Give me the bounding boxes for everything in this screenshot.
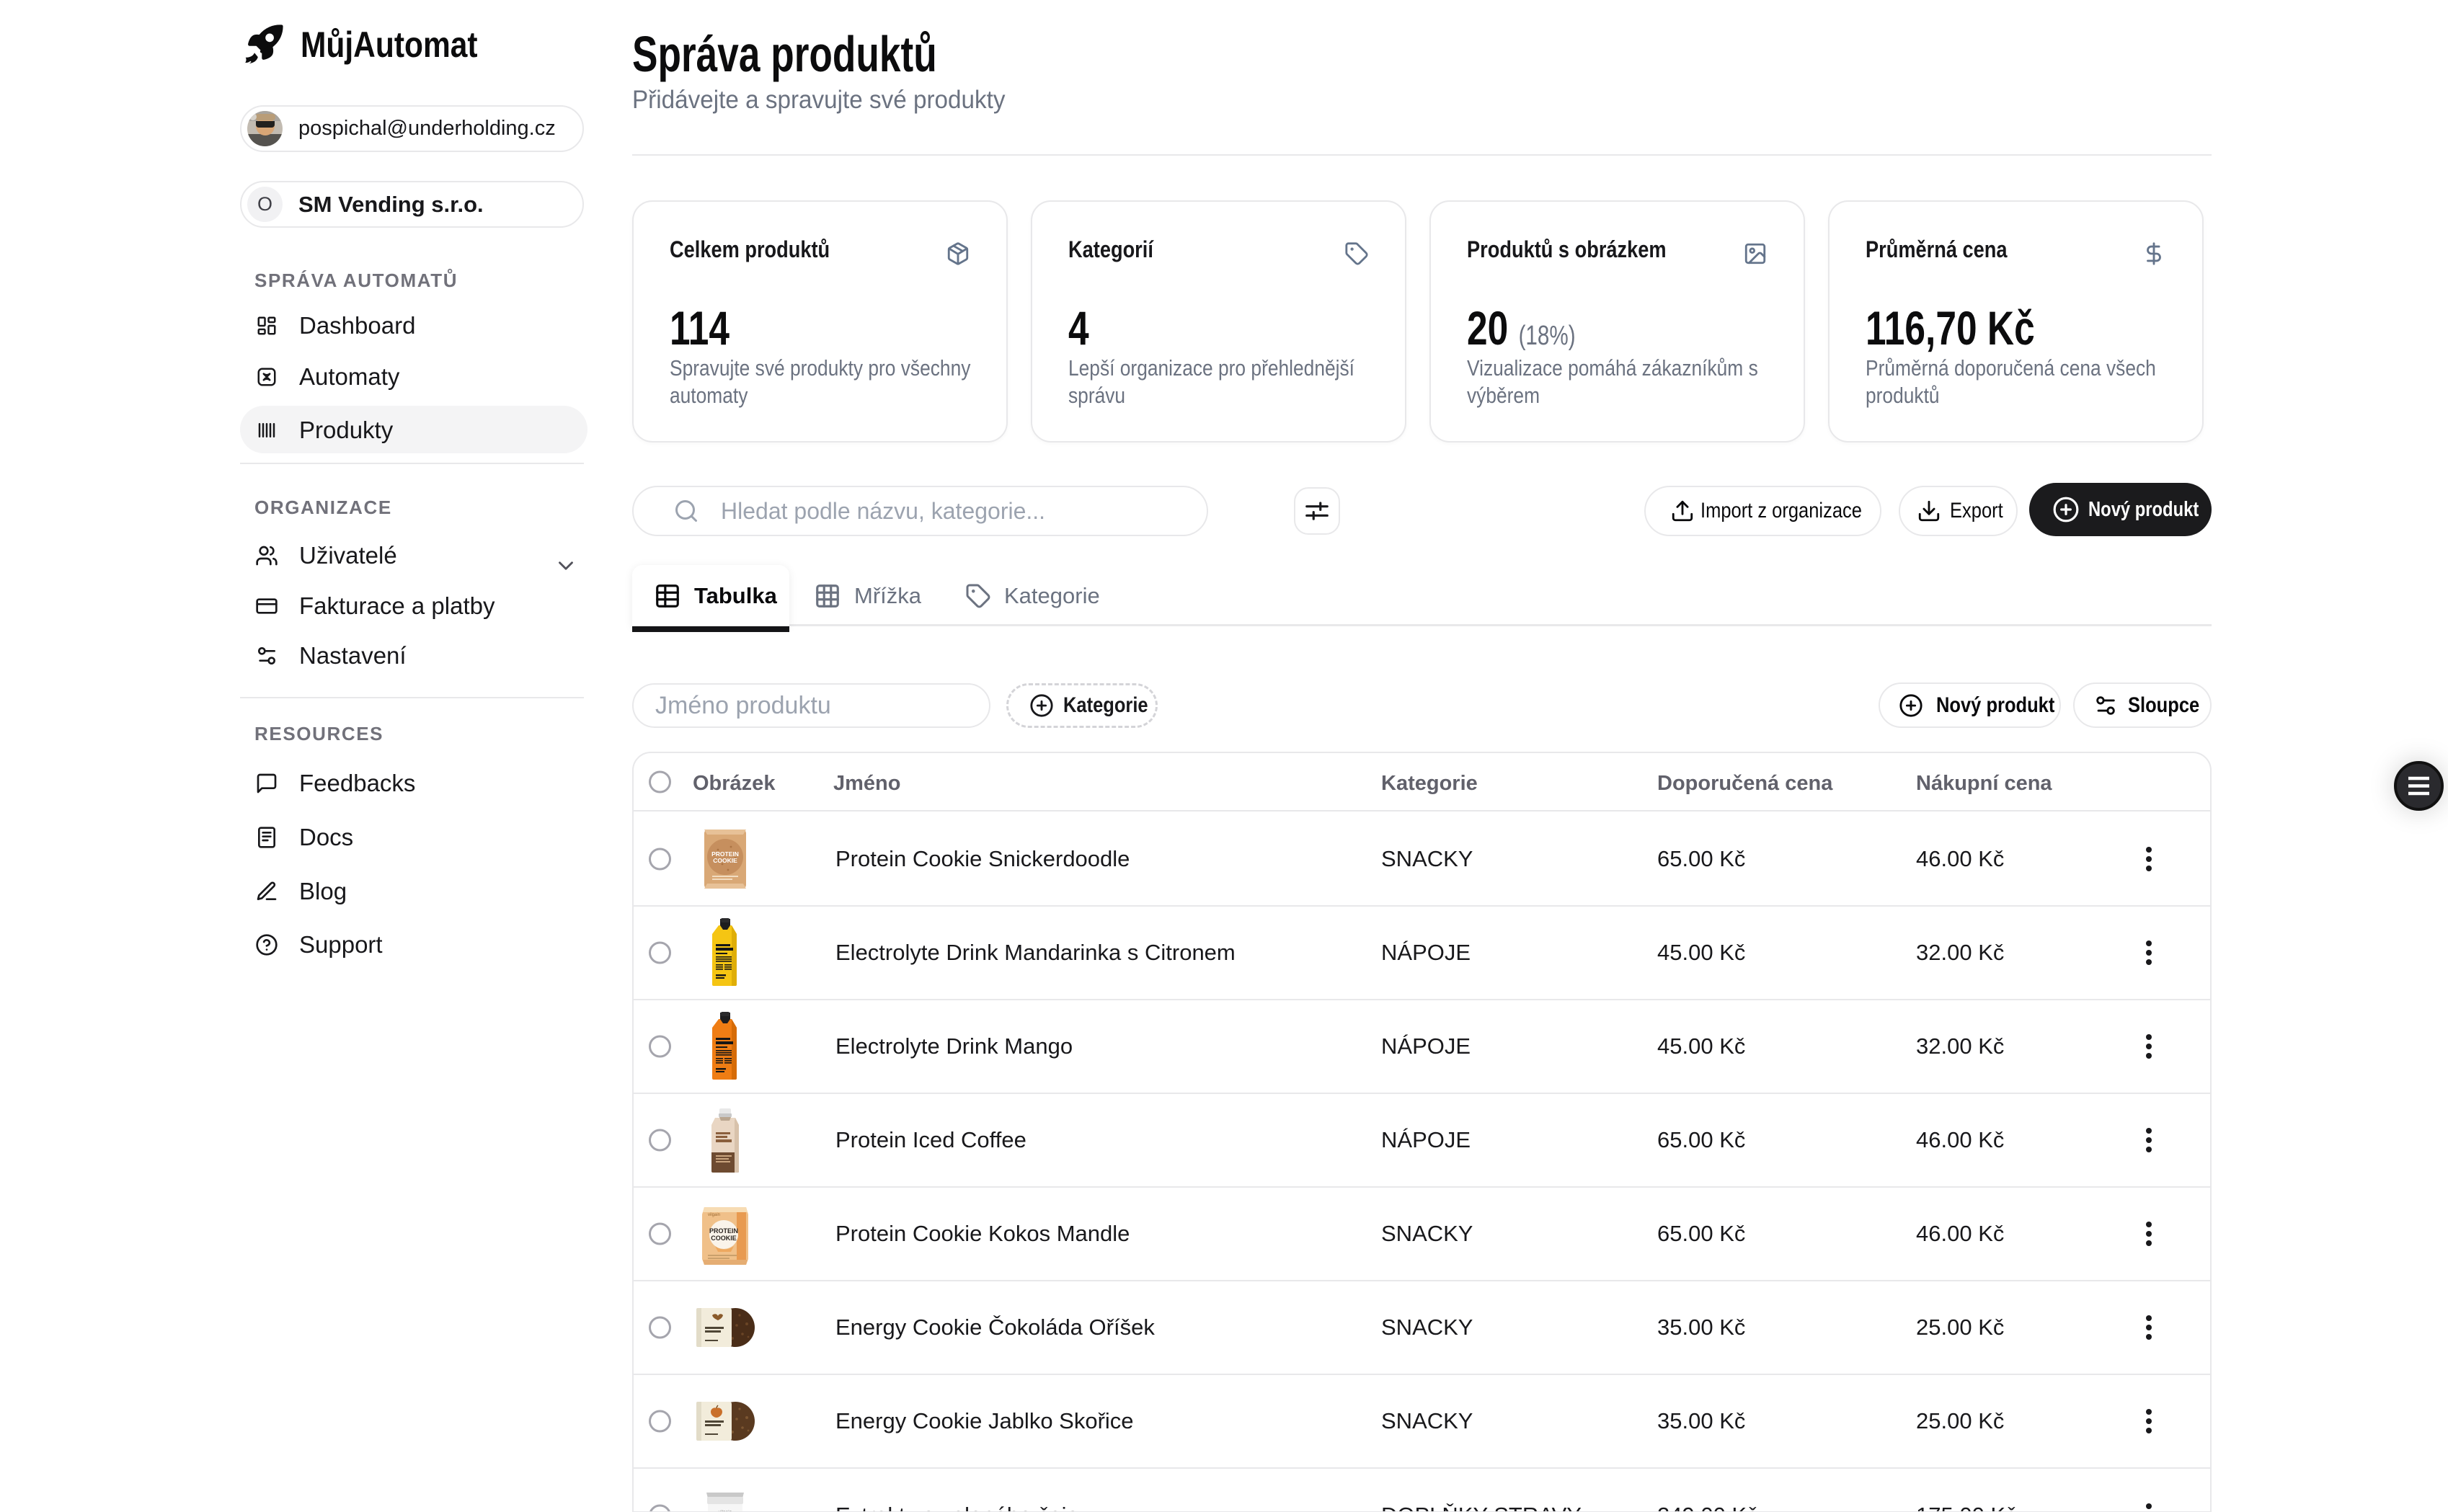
- svg-text:COOKIE: COOKIE: [711, 1235, 737, 1242]
- svg-text:PROTEIN: PROTEIN: [709, 1227, 738, 1235]
- svg-text:vilgain: vilgain: [708, 1213, 720, 1217]
- svg-text:PROTEIN: PROTEIN: [711, 850, 739, 858]
- svg-text:vilgain: vilgain: [719, 1510, 732, 1512]
- svg-text:COOKIE: COOKIE: [713, 857, 737, 864]
